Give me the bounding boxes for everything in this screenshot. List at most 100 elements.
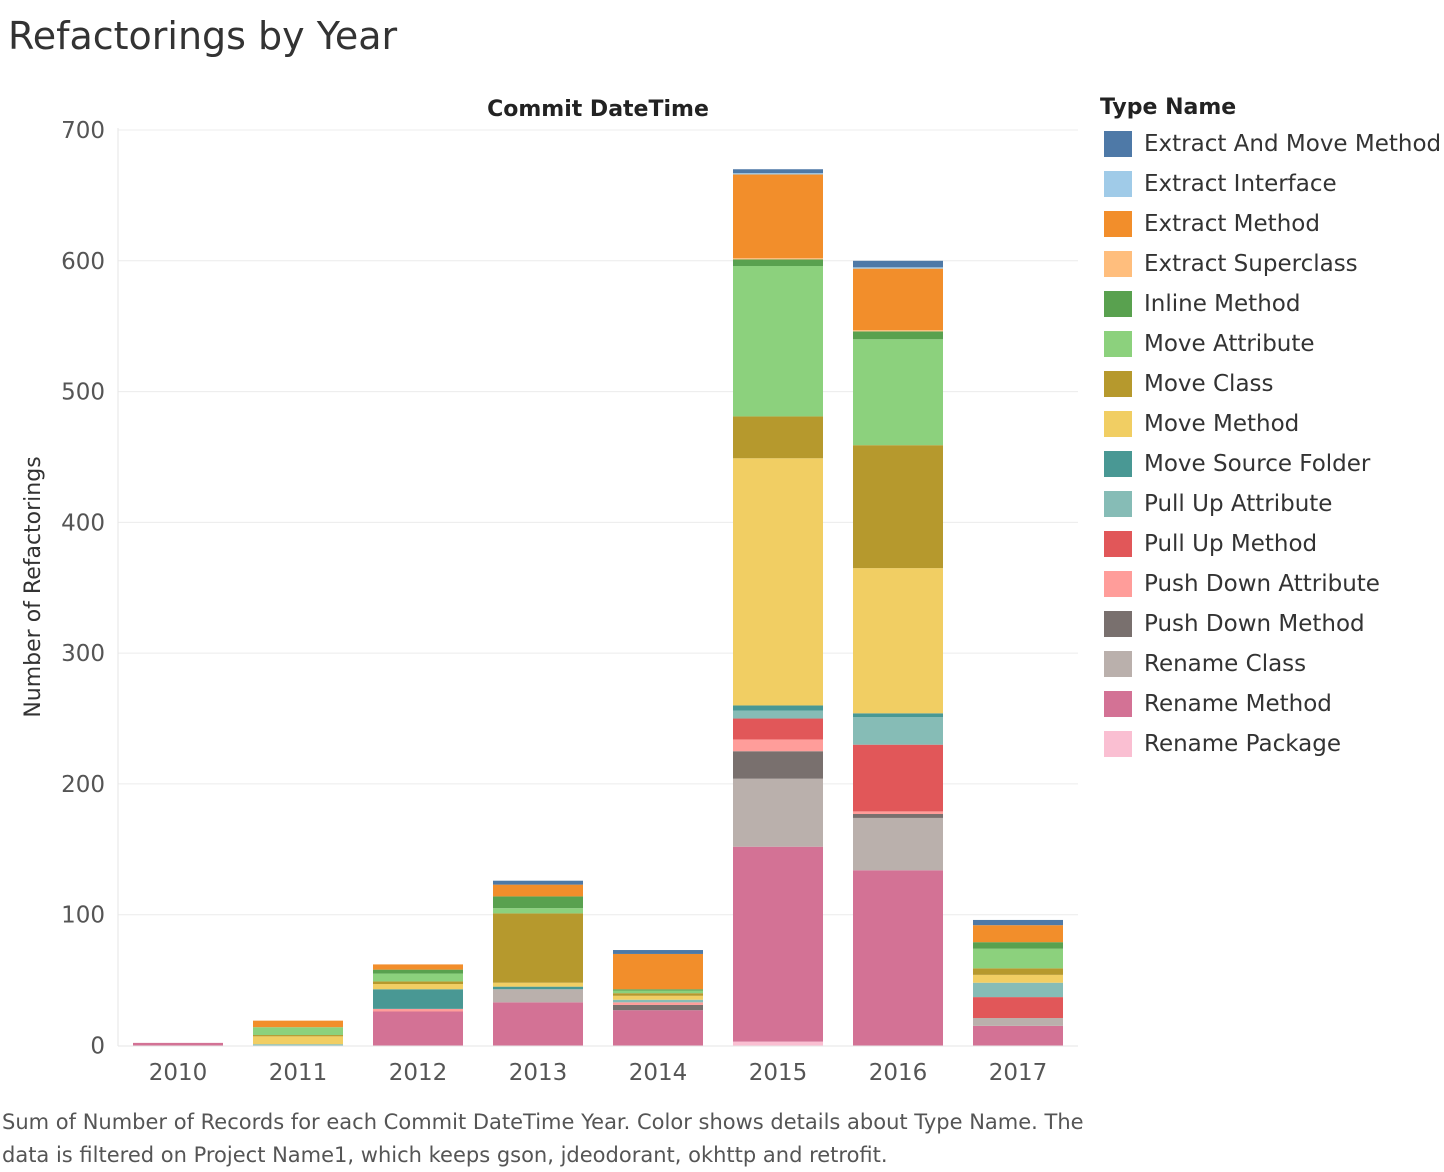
bar-segment xyxy=(853,330,943,332)
bar-segment xyxy=(973,968,1063,975)
x-tick-label: 2015 xyxy=(749,1060,808,1086)
bar-segment xyxy=(853,713,943,718)
x-tick-label: 2014 xyxy=(629,1060,688,1086)
bar-segment xyxy=(733,174,823,259)
legend-label: Rename Package xyxy=(1144,731,1341,757)
legend-label: Move Method xyxy=(1144,411,1300,437)
legend-item[interactable]: Move Class xyxy=(1100,364,1441,404)
x-tick-label: 2013 xyxy=(509,1060,568,1086)
x-tick-label: 2011 xyxy=(269,1060,328,1086)
bar-segment xyxy=(733,846,823,1042)
legend-swatch xyxy=(1104,451,1132,477)
bar-segment xyxy=(133,1042,223,1046)
bar-segment xyxy=(973,919,1063,926)
y-tick-label: 300 xyxy=(61,641,105,667)
legend-label: Push Down Method xyxy=(1144,611,1365,637)
bar-segment xyxy=(613,1010,703,1046)
legend-item[interactable]: Move Source Folder xyxy=(1100,444,1441,484)
bar-segment xyxy=(253,1044,343,1046)
bar-segment xyxy=(253,1020,343,1028)
legend-item[interactable]: Rename Package xyxy=(1100,724,1441,764)
bar-segment xyxy=(973,997,1063,1019)
stacked-bar-chart: Commit DateTime 0 100 200 300 400 500 600 700 Num… xyxy=(21,97,1078,1086)
bar-segment xyxy=(853,331,943,340)
bar-segment xyxy=(733,173,823,175)
legend-label: Extract Interface xyxy=(1144,171,1337,197)
bar-segment xyxy=(613,1002,703,1005)
legend-item[interactable]: Push Down Method xyxy=(1100,604,1441,644)
bar-segment xyxy=(733,751,823,779)
bar-segment xyxy=(853,870,943,1046)
bar-segment xyxy=(493,896,583,909)
bar-segment xyxy=(493,1002,583,1046)
bar-segment xyxy=(373,969,463,974)
bar-segment xyxy=(493,884,583,897)
bar-segment xyxy=(853,445,943,569)
bar-segment xyxy=(373,981,463,985)
bar-segment xyxy=(973,942,1063,949)
legend-item[interactable]: Extract Method xyxy=(1100,204,1441,244)
bar-segment xyxy=(853,814,943,818)
legend-swatch xyxy=(1104,491,1132,517)
bar-segment xyxy=(493,989,583,1003)
bar-segment xyxy=(733,739,823,752)
legend-label: Extract And Move Method xyxy=(1144,131,1442,157)
bar-segment xyxy=(493,880,583,885)
legend-label: Move Attribute xyxy=(1144,331,1315,357)
bar-segment xyxy=(613,993,703,996)
legend: Type Name Extract And Move Method Extract… xyxy=(1100,92,1441,764)
y-tick-label: 700 xyxy=(61,118,105,144)
bar-segment xyxy=(613,990,703,994)
bar-segment xyxy=(613,989,703,991)
bar-segment xyxy=(733,416,823,459)
bar-segment xyxy=(973,1018,1063,1026)
bar-segment xyxy=(973,925,1063,943)
bar-segment xyxy=(493,908,583,914)
x-tick-label: 2017 xyxy=(989,1060,1048,1086)
bar-segment xyxy=(853,568,943,714)
bar-segment xyxy=(613,950,703,954)
x-tick-label: 2010 xyxy=(149,1060,208,1086)
legend-item[interactable]: Extract Interface xyxy=(1100,164,1441,204)
legend-swatch xyxy=(1104,691,1132,717)
bar-segment xyxy=(493,913,583,983)
bar-segment xyxy=(613,953,703,990)
legend-item[interactable]: Inline Method xyxy=(1100,284,1441,324)
legend-swatch xyxy=(1104,531,1132,557)
y-tick-label: 100 xyxy=(61,903,105,929)
legend-swatch xyxy=(1104,171,1132,197)
legend-swatch xyxy=(1104,571,1132,597)
legend-item[interactable]: Pull Up Method xyxy=(1100,524,1441,564)
bar-segment xyxy=(373,984,463,990)
y-tick-label: 600 xyxy=(61,249,105,275)
bar-segment xyxy=(853,717,943,745)
legend-swatch xyxy=(1104,211,1132,237)
x-tick-label: 2012 xyxy=(389,1060,448,1086)
legend-item[interactable]: Move Attribute xyxy=(1100,324,1441,364)
legend-item[interactable]: Pull Up Attribute xyxy=(1100,484,1441,524)
bar-segment xyxy=(253,1027,343,1036)
bar-segment xyxy=(973,974,1063,983)
y-tick-label: 400 xyxy=(61,510,105,536)
legend-label: Push Down Attribute xyxy=(1144,571,1380,597)
bar-segment xyxy=(253,1035,343,1037)
bar-segment xyxy=(373,964,463,970)
bar-segment xyxy=(853,744,943,812)
legend-swatch xyxy=(1104,291,1132,317)
legend-label: Inline Method xyxy=(1144,291,1301,317)
legend-item[interactable]: Rename Class xyxy=(1100,644,1441,684)
bar-segment xyxy=(373,989,463,1009)
legend-item[interactable]: Rename Method xyxy=(1100,684,1441,724)
legend-label: Move Source Folder xyxy=(1144,451,1371,477)
legend-item[interactable]: Move Method xyxy=(1100,404,1441,444)
legend-item[interactable]: Push Down Attribute xyxy=(1100,564,1441,604)
legend-label: Extract Method xyxy=(1144,211,1320,237)
column-header: Commit DateTime xyxy=(487,97,709,122)
bar-segment xyxy=(733,259,823,267)
bar-segment xyxy=(853,260,943,268)
bar-segment xyxy=(733,258,823,260)
bar-segment xyxy=(733,1041,823,1046)
legend-item[interactable]: Extract And Move Method xyxy=(1100,124,1441,164)
legend-item[interactable]: Extract Superclass xyxy=(1100,244,1441,284)
bar-segment xyxy=(853,339,943,446)
